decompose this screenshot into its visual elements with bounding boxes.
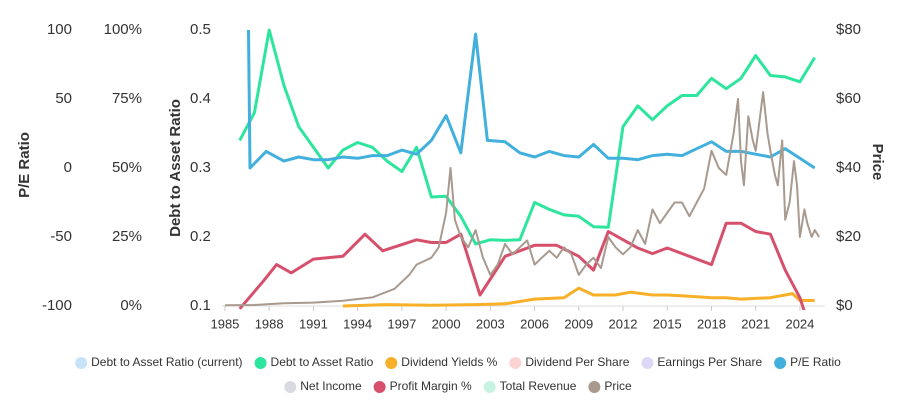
legend-item[interactable]: Net Income — [284, 379, 362, 393]
y-tick-label: $60 — [836, 90, 861, 107]
legend-item[interactable]: Profit Margin % — [373, 379, 472, 393]
x-tick-label: 2000 — [432, 316, 461, 331]
series-line — [238, 221, 806, 310]
legend-marker — [774, 357, 787, 369]
x-tick-label: 2012 — [609, 316, 638, 331]
legend-marker — [284, 381, 297, 393]
series-line — [342, 286, 815, 308]
legend-marker — [483, 381, 496, 393]
x-tick-label: 2015 — [653, 316, 682, 331]
axis-title: P/E Ratio — [16, 132, 33, 198]
y-tick-label: 0.3 — [190, 159, 211, 176]
y-tick-label: 0.4 — [190, 90, 211, 107]
legend-marker — [509, 357, 522, 369]
legend-marker — [75, 357, 88, 369]
x-tick-label: 2024 — [785, 316, 814, 331]
x-tick-label: 1994 — [343, 316, 372, 331]
y-tick-label: 100% — [104, 21, 142, 38]
y-tick-label: 50% — [112, 159, 142, 176]
legend-label: Dividend Yields % — [401, 355, 497, 369]
legend-label: Debt to Asset Ratio — [271, 355, 374, 369]
legend-marker — [641, 357, 654, 369]
legend-label: Price — [604, 379, 632, 393]
legend-label: Debt to Asset Ratio (current) — [91, 355, 242, 369]
x-tick-label: 1991 — [299, 316, 328, 331]
y-tick-label: $20 — [836, 228, 861, 245]
legend-item[interactable]: Dividend Yields % — [385, 355, 498, 369]
y-tick-label: $40 — [836, 159, 861, 176]
series-line — [238, 28, 816, 246]
legend-label: Total Revenue — [500, 379, 577, 393]
series-line — [247, 29, 816, 170]
legend-item[interactable]: P/E Ratio — [774, 355, 841, 369]
x-tick-label: 2003 — [476, 316, 505, 331]
legend-label: Earnings Per Share — [657, 355, 762, 369]
legend-item[interactable]: Dividend Per Share — [509, 355, 630, 369]
legend-marker — [254, 357, 267, 369]
legend-item[interactable]: Total Revenue — [483, 379, 577, 393]
legend-label: Dividend Per Share — [525, 355, 629, 369]
y-tick-label: $80 — [836, 21, 861, 38]
y-tick-label: 0.5 — [190, 21, 211, 38]
x-tick-label: 2018 — [697, 316, 726, 331]
y-tick-label: 100 — [47, 21, 72, 38]
y-tick-label: -50 — [50, 228, 72, 245]
x-tick-label: 1988 — [255, 316, 284, 331]
legend-item[interactable]: Debt to Asset Ratio — [254, 355, 374, 369]
legend-marker — [373, 381, 386, 393]
y-tick-label: 75% — [112, 90, 142, 107]
legend-item[interactable]: Earnings Per Share — [641, 355, 762, 369]
x-tick-label: 2021 — [741, 316, 770, 331]
y-tick-label: -100 — [42, 297, 72, 314]
axis-title: Debt to Asset Ratio — [167, 99, 184, 237]
legend-marker — [588, 381, 601, 393]
x-tick-label: 2006 — [520, 316, 549, 331]
y-tick-label: 0.2 — [190, 228, 211, 245]
y-tick-label: $0 — [836, 297, 853, 314]
x-tick-label: 2009 — [564, 316, 593, 331]
legend-item[interactable]: Debt to Asset Ratio (current) — [75, 355, 243, 369]
legend-marker — [385, 357, 398, 369]
legend-label: Profit Margin % — [390, 379, 472, 393]
y-tick-label: 0.1 — [190, 297, 211, 314]
axis-title: Price — [869, 144, 886, 181]
x-tick-label: 1997 — [387, 316, 416, 331]
legend-label: Net Income — [300, 379, 362, 393]
y-tick-label: 0 — [64, 159, 72, 176]
y-tick-label: 50 — [55, 90, 72, 107]
legend-label: P/E Ratio — [790, 355, 841, 369]
series-line — [224, 91, 820, 307]
x-tick-label: 1985 — [210, 316, 239, 331]
y-tick-label: 0% — [120, 297, 142, 314]
y-tick-label: 25% — [112, 228, 142, 245]
legend-item[interactable]: Price — [588, 379, 632, 393]
